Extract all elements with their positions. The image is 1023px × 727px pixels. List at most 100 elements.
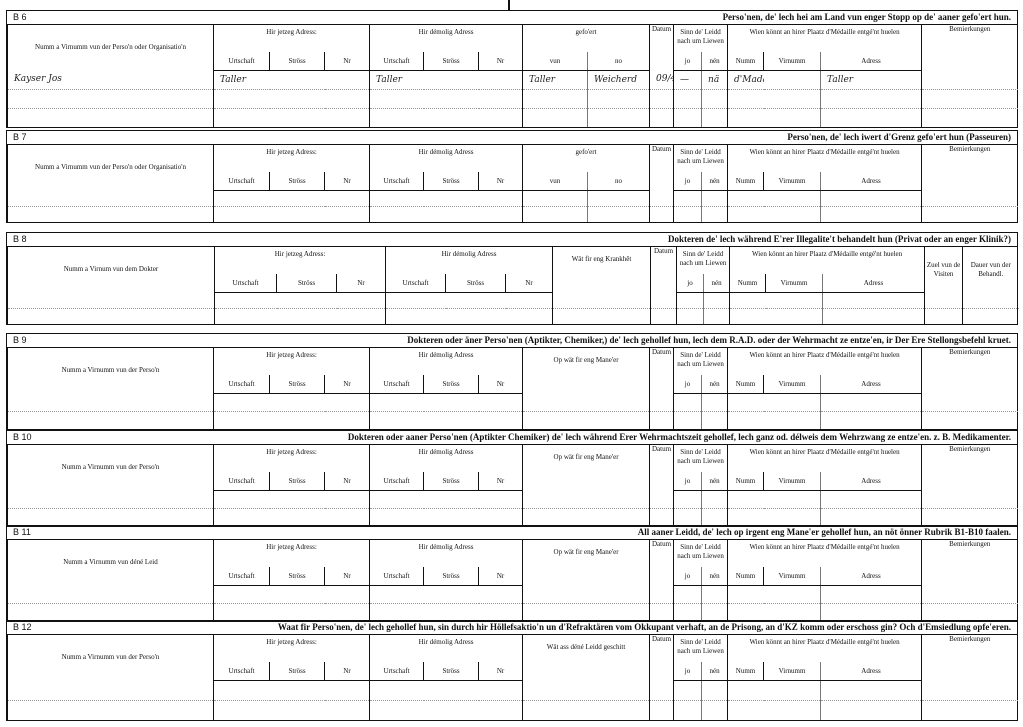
entry-cell[interactable] <box>7 700 214 720</box>
entry-cell[interactable] <box>269 70 325 90</box>
entry-cell[interactable] <box>479 412 523 430</box>
entry-cell[interactable] <box>7 508 214 526</box>
entry-cell[interactable] <box>369 393 424 412</box>
entry-cell[interactable] <box>7 393 214 412</box>
entry-cell[interactable]: Taller <box>369 70 424 90</box>
entry-cell[interactable] <box>479 109 523 128</box>
entry-cell[interactable] <box>763 393 821 412</box>
entry-cell[interactable]: Weicherd <box>587 70 650 90</box>
entry-cell[interactable] <box>820 108 922 127</box>
entry-cell[interactable] <box>325 109 370 128</box>
entry-cell[interactable] <box>763 585 821 604</box>
entry-cell[interactable] <box>369 585 424 604</box>
entry-cell[interactable] <box>7 190 214 207</box>
entry-cell[interactable] <box>921 108 1018 127</box>
entry-cell[interactable] <box>325 412 370 430</box>
entry-cell[interactable] <box>921 89 1018 109</box>
entry-cell[interactable] <box>385 308 446 324</box>
entry-cell[interactable]: nä <box>701 70 728 90</box>
entry-cell[interactable] <box>764 109 821 128</box>
entry-cell[interactable] <box>325 509 370 527</box>
entry-cell[interactable] <box>522 700 650 720</box>
entry-cell[interactable] <box>423 680 479 701</box>
entry-cell[interactable] <box>7 206 214 222</box>
entry-cell[interactable] <box>478 89 523 109</box>
entry-cell[interactable] <box>446 309 506 325</box>
entry-cell[interactable] <box>369 490 424 509</box>
entry-cell[interactable] <box>649 108 674 127</box>
entry-cell[interactable]: Taller <box>820 70 922 90</box>
entry-cell[interactable] <box>820 585 922 604</box>
entry-cell[interactable] <box>921 206 1018 222</box>
entry-cell[interactable] <box>921 411 1018 429</box>
entry-cell[interactable] <box>213 680 270 701</box>
entry-cell[interactable] <box>727 585 764 604</box>
entry-cell[interactable] <box>424 109 479 128</box>
entry-cell[interactable] <box>213 411 270 429</box>
entry-cell[interactable] <box>479 509 523 527</box>
entry-cell[interactable] <box>921 700 1018 720</box>
entry-cell[interactable] <box>962 292 1019 309</box>
entry-cell[interactable] <box>766 309 823 325</box>
entry-cell[interactable] <box>649 508 674 526</box>
entry-cell[interactable] <box>701 393 728 412</box>
entry-cell[interactable] <box>369 508 424 526</box>
entry-cell[interactable] <box>270 109 325 128</box>
entry-cell[interactable] <box>820 89 922 109</box>
entry-cell[interactable] <box>921 70 1018 90</box>
entry-cell[interactable] <box>478 490 523 509</box>
entry-cell[interactable] <box>703 292 730 309</box>
entry-cell[interactable] <box>649 89 674 109</box>
entry-cell[interactable] <box>701 700 728 720</box>
entry-cell[interactable] <box>522 190 588 207</box>
entry-cell[interactable] <box>324 680 370 701</box>
entry-cell[interactable] <box>214 308 277 324</box>
entry-cell[interactable] <box>369 89 424 109</box>
entry-cell[interactable] <box>385 292 446 309</box>
entry-cell[interactable] <box>727 680 764 701</box>
entry-cell[interactable] <box>277 309 337 325</box>
entry-cell[interactable] <box>324 70 370 90</box>
entry-cell[interactable] <box>701 490 728 509</box>
entry-cell[interactable]: Taller <box>522 70 588 90</box>
entry-cell[interactable] <box>921 680 1018 701</box>
entry-cell[interactable] <box>506 309 553 325</box>
entry-cell[interactable] <box>424 509 479 527</box>
entry-cell[interactable] <box>479 207 523 223</box>
entry-cell[interactable] <box>921 190 1018 207</box>
entry-cell[interactable] <box>676 292 704 309</box>
entry-cell[interactable] <box>822 308 925 324</box>
entry-cell[interactable] <box>424 412 479 430</box>
entry-cell[interactable] <box>522 206 588 222</box>
entry-cell[interactable] <box>522 411 650 429</box>
entry-cell[interactable] <box>505 292 553 309</box>
entry-cell[interactable] <box>424 701 479 721</box>
entry-cell[interactable] <box>962 308 1019 324</box>
entry-cell[interactable] <box>7 89 214 109</box>
entry-cell[interactable] <box>479 701 523 721</box>
entry-cell[interactable] <box>676 308 704 324</box>
entry-cell[interactable] <box>649 206 674 222</box>
entry-cell[interactable] <box>369 190 424 207</box>
entry-cell[interactable] <box>522 490 650 509</box>
entry-cell[interactable] <box>276 292 337 309</box>
entry-cell[interactable] <box>727 89 764 109</box>
entry-cell[interactable] <box>820 508 922 526</box>
entry-cell[interactable] <box>727 411 764 429</box>
entry-cell[interactable] <box>213 585 270 604</box>
entry-cell[interactable] <box>727 393 764 412</box>
entry-cell[interactable] <box>369 108 424 127</box>
entry-cell[interactable] <box>587 206 650 222</box>
entry-cell[interactable] <box>673 108 702 127</box>
entry-cell[interactable] <box>269 89 325 109</box>
entry-cell[interactable] <box>337 309 386 325</box>
entry-cell[interactable]: Kayser Jos <box>7 70 214 90</box>
entry-cell[interactable] <box>269 585 325 604</box>
entry-cell[interactable] <box>7 603 214 621</box>
entry-cell[interactable] <box>423 393 479 412</box>
entry-cell[interactable] <box>324 190 370 207</box>
entry-cell[interactable] <box>921 393 1018 412</box>
entry-cell[interactable] <box>213 603 270 621</box>
entry-cell[interactable] <box>324 393 370 412</box>
entry-cell[interactable] <box>270 412 325 430</box>
